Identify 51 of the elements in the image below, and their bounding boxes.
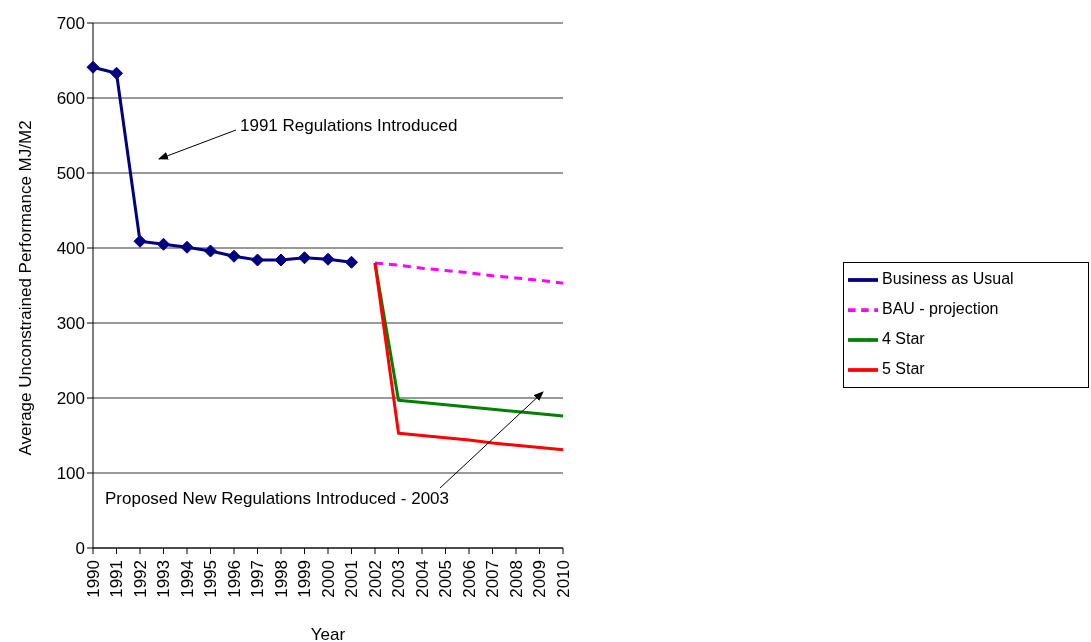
- x-tick-label: 2008: [506, 560, 526, 598]
- x-tick-label: 2010: [553, 560, 573, 598]
- point: [298, 251, 311, 265]
- point: [157, 237, 170, 251]
- y-tick-label: 600: [56, 89, 85, 109]
- line-series: [373, 261, 565, 285]
- point: [180, 240, 194, 254]
- x-tick-label: 2006: [459, 560, 479, 598]
- y-tick-label: 400: [56, 239, 85, 259]
- x-tick-label: 2000: [318, 560, 338, 598]
- x-tick-label: 2005: [436, 560, 455, 598]
- x-tick-label: 2004: [412, 560, 432, 598]
- point: [227, 249, 241, 263]
- x-tick-label: 1999: [295, 560, 314, 598]
- y-tick-label: 200: [56, 389, 85, 409]
- point: [345, 255, 358, 269]
- y-axis-title: Average Unconstrained Performance MJ/M2: [16, 120, 36, 456]
- point: [251, 253, 264, 267]
- x-tick-label: 2007: [483, 560, 502, 598]
- point: [274, 253, 288, 267]
- x-tick-label: 1995: [201, 560, 220, 598]
- x-tick-label: 1996: [224, 560, 244, 598]
- x-axis-title: Year: [310, 625, 346, 642]
- point: [133, 234, 147, 248]
- x-tick-label: 1993: [154, 560, 173, 598]
- annotation: Proposed New Regulations Introduced - 2003: [105, 489, 449, 509]
- line-series: [373, 261, 565, 452]
- y-tick-label: 100: [56, 464, 85, 484]
- point: [110, 66, 123, 80]
- x-tick-label: 1994: [177, 560, 197, 598]
- y-tick-label: 0: [75, 539, 85, 559]
- x-tick-label: 1992: [130, 560, 150, 598]
- x-tick-label: 2002: [365, 560, 385, 598]
- annotation: 1991 Regulations Introduced: [240, 116, 458, 136]
- x-tick-label: 1991: [107, 560, 126, 598]
- x-tick-label: 2003: [389, 560, 408, 598]
- point: [86, 60, 100, 74]
- legend-label: 5 Star: [882, 360, 925, 378]
- y-tick-label: 500: [56, 164, 85, 184]
- x-tick-label: 1998: [271, 560, 291, 598]
- legend-label: 4 Star: [882, 330, 925, 348]
- legend-label: Business as Usual: [882, 270, 1014, 288]
- x-tick-label: 2009: [530, 560, 549, 598]
- x-tick-label: 1990: [83, 560, 103, 598]
- x-tick-label: 2001: [342, 560, 361, 598]
- point: [321, 252, 335, 266]
- legend-label: BAU - projection: [882, 300, 999, 318]
- point: [204, 244, 217, 258]
- y-tick-label: 700: [56, 14, 85, 34]
- x-tick-label: 1997: [248, 560, 267, 598]
- y-tick-label: 300: [56, 314, 85, 334]
